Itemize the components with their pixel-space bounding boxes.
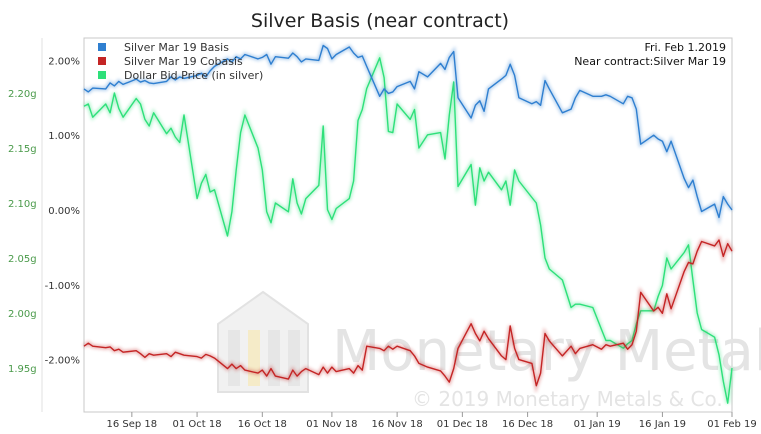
legend-swatch-cobasis [98,57,106,65]
legend-swatch-basis [98,43,106,51]
chart-title: Silver Basis (near contract) [251,10,509,32]
y-left-tick-label: 2.05g [8,254,37,265]
y-right-tick-label: -2.00% [45,356,80,367]
annotation-contract: Near contract:Silver Mar 19 [574,55,726,68]
legend-swatch-dollar-bid [98,71,106,79]
plot-area [83,37,733,413]
y-right-tick-label: -1.00% [45,281,80,292]
y-left-tick-label: 2.20g [8,89,37,100]
y-axis-right: 2.00% 1.00% 0.00% -1.00% -2.00% [45,56,80,366]
legend: Silver Mar 19 Basis Silver Mar 19 Cobasi… [98,41,263,82]
watermark-brand: Monetary Metals [332,319,761,384]
x-tick-label: 01 Nov 18 [306,419,357,430]
x-tick-label: 16 Nov 18 [371,419,422,430]
x-tick-label: 01 Oct 18 [173,419,222,430]
y-right-tick-label: 0.00% [48,206,80,217]
y-left-tick-label: 2.10g [8,199,37,210]
x-tick-label: 16 Sep 18 [107,419,158,430]
x-tick-label: 16 Dec 18 [502,419,553,430]
y-axis-left: 2.20g 2.15g 2.10g 2.05g 2.00g 1.95g [8,38,43,412]
series-line-cobasis [83,239,733,387]
y-left-tick-label: 1.95g [8,364,37,375]
y-right-tick-label: 1.00% [48,131,80,142]
y-right-tick-label: 2.00% [48,56,80,67]
legend-label-cobasis: Silver Mar 19 Cobasis [124,55,243,68]
annotation-date: Fri. Feb 1.2019 [644,41,726,54]
y-left-tick-label: 2.00g [8,309,37,320]
annotation: Fri. Feb 1.2019 Near contract:Silver Mar… [574,41,726,68]
x-tick-label: 01 Dec 18 [437,419,488,430]
series-line-basis [83,44,733,219]
x-tick-label: 16 Jan 19 [639,419,686,430]
legend-label-dollar-bid: Dollar Bid Price (in silver) [124,69,263,82]
x-tick-label: 01 Jan 19 [574,419,621,430]
legend-label-basis: Silver Mar 19 Basis [124,41,229,54]
x-tick-label: 16 Oct 18 [238,419,287,430]
x-axis: 16 Sep 18 01 Oct 18 16 Oct 18 01 Nov 18 16 N… [107,412,757,430]
y-left-tick-label: 2.15g [8,144,37,155]
watermark-copyright: © 2019 Monetary Metals & Co. [412,387,723,411]
watermark: Monetary Metals © 2019 Monetary Metals &… [217,290,761,411]
series-layer [82,42,734,404]
watermark-logo-icon [217,290,309,393]
series-line-dollar-bid [83,57,733,404]
x-tick-label: 01 Feb 19 [707,419,757,430]
